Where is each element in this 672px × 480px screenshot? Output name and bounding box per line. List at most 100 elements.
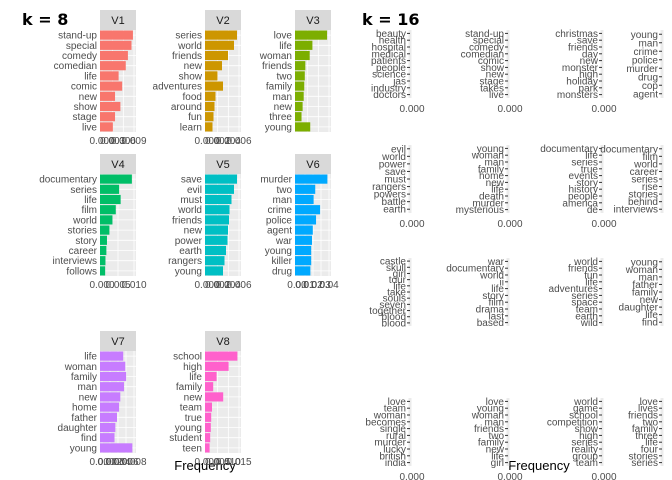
category-label: comedian bbox=[461, 49, 504, 60]
category-label: drug bbox=[638, 72, 658, 83]
panel-v8: V8 schoolhighlifefamilynewteamtrueyoungst… bbox=[169, 331, 252, 468]
strip bbox=[295, 154, 331, 174]
category-label: competition bbox=[547, 417, 598, 428]
category-label: new bbox=[79, 92, 98, 103]
category-label: family bbox=[176, 382, 202, 393]
panel-v2: V2 seriesworldfriendsnewshowadventuresfoo… bbox=[153, 10, 252, 147]
category-label: jas bbox=[392, 77, 406, 88]
category-label: story bbox=[576, 178, 598, 189]
category-label: career bbox=[630, 167, 659, 178]
strip bbox=[100, 154, 136, 174]
category-label: special bbox=[66, 41, 97, 52]
category-label: agent bbox=[633, 89, 658, 100]
category-label: family bbox=[266, 82, 292, 93]
category-label: woman bbox=[471, 151, 504, 162]
category-label: home bbox=[72, 403, 97, 414]
category-label: holiday bbox=[566, 77, 598, 88]
category-label: together bbox=[369, 306, 406, 317]
category-label: reality bbox=[571, 445, 598, 456]
category-label: science bbox=[372, 70, 406, 81]
x-tick-label: 0.04 bbox=[319, 280, 339, 291]
category-label: film bbox=[642, 152, 658, 163]
category-label: woman bbox=[625, 265, 658, 276]
panel-k16-14: loveyoungwomanmanfriendstwofamilynewlife… bbox=[471, 397, 523, 480]
category-label: stories bbox=[629, 451, 658, 462]
category-label: team bbox=[180, 403, 202, 414]
x-tick-label: 0.000 bbox=[497, 472, 522, 480]
bar-earth bbox=[205, 245, 226, 256]
x-tick-label: 0.003 bbox=[100, 136, 125, 147]
bar-man bbox=[295, 91, 304, 101]
bar-story bbox=[100, 235, 107, 245]
panel-k16-11: worldfriendsfunlifeadventuresseriesspace… bbox=[549, 257, 604, 329]
bar-family bbox=[295, 81, 305, 91]
category-label: world bbox=[177, 205, 202, 216]
bar-new bbox=[205, 225, 228, 235]
chart-title-k16: k = 16 bbox=[362, 10, 419, 29]
category-label: comedy bbox=[62, 51, 97, 62]
x-tick-label: 0.000 bbox=[497, 219, 522, 230]
x-tick-label: 0.006 bbox=[111, 136, 136, 147]
bar-man bbox=[295, 194, 314, 205]
bar-new bbox=[100, 392, 121, 402]
category-label: fun bbox=[584, 271, 598, 282]
category-label: killer bbox=[271, 256, 292, 267]
category-label: medical bbox=[372, 49, 406, 60]
bar-adventures bbox=[205, 81, 223, 91]
bar-world bbox=[205, 40, 234, 50]
category-label: team bbox=[576, 305, 598, 316]
category-label: daughter bbox=[619, 303, 659, 314]
bar-school bbox=[205, 351, 238, 361]
category-label: series bbox=[70, 185, 97, 196]
bar-stories bbox=[100, 225, 110, 235]
category-label: comic bbox=[478, 56, 504, 67]
bar-young bbox=[100, 443, 133, 453]
panel-k16-8: documentaryfilmworldcareerseriesrisestor… bbox=[600, 144, 664, 216]
panel-v6: V6 murdertwomancrimepoliceagentwaryoungki… bbox=[260, 154, 339, 291]
category-label: two bbox=[276, 71, 292, 82]
category-label: evil bbox=[187, 185, 202, 196]
category-label: man bbox=[273, 92, 292, 103]
x-tick-label: 0.006 bbox=[226, 280, 251, 291]
panel-v5: V5 saveevilmustworldfriendsnewpowerearthr… bbox=[168, 154, 252, 291]
bar-find bbox=[100, 433, 115, 443]
category-label: people bbox=[568, 192, 598, 203]
bar-love bbox=[295, 30, 328, 40]
category-label: daughter bbox=[58, 423, 98, 434]
category-label: rangers bbox=[372, 182, 406, 193]
category-label: new bbox=[486, 70, 505, 81]
x-tick-label: 0.000 bbox=[89, 457, 114, 468]
category-label: industry bbox=[371, 83, 406, 94]
category-label: stand-up bbox=[465, 29, 504, 40]
category-label: murder bbox=[260, 175, 292, 186]
bar-life bbox=[100, 71, 119, 81]
category-label: woman bbox=[259, 51, 292, 62]
category-label: game bbox=[573, 404, 598, 415]
bar-young bbox=[295, 245, 312, 256]
bar-two bbox=[295, 71, 305, 81]
category-label: adventures bbox=[153, 82, 202, 93]
bar-learn bbox=[205, 122, 213, 132]
category-label: save bbox=[577, 36, 599, 47]
panel-v7: V7 lifewomanfamilymannewhomefatherdaughte… bbox=[58, 331, 147, 468]
category-label: de bbox=[587, 205, 599, 216]
panel-k16-16: lovelivesfriendstwofamilythreelifefourst… bbox=[628, 397, 664, 469]
category-label: family bbox=[478, 438, 504, 449]
category-label: friends bbox=[628, 411, 658, 422]
x-tick-label: 0.004 bbox=[216, 280, 241, 291]
category-label: events bbox=[569, 171, 598, 182]
bar-film bbox=[100, 205, 116, 215]
category-label: drama bbox=[476, 305, 505, 316]
x-tick-label: 0.02 bbox=[303, 280, 323, 291]
bar-high bbox=[205, 361, 229, 371]
facet-grid-k8: V1stand-upspecialcomedycomedianlifecomic… bbox=[39, 10, 339, 468]
strip bbox=[100, 331, 136, 351]
category-label: powers bbox=[374, 190, 406, 201]
x-tick-label: 0.009 bbox=[121, 136, 146, 147]
category-label: high bbox=[183, 362, 202, 373]
category-label: young bbox=[631, 30, 658, 41]
panel-k16-6: youngwomanmanfamilyhomenewlifedeathmurde… bbox=[456, 144, 523, 230]
bar-young bbox=[205, 422, 211, 433]
category-label: stand-up bbox=[58, 31, 97, 42]
